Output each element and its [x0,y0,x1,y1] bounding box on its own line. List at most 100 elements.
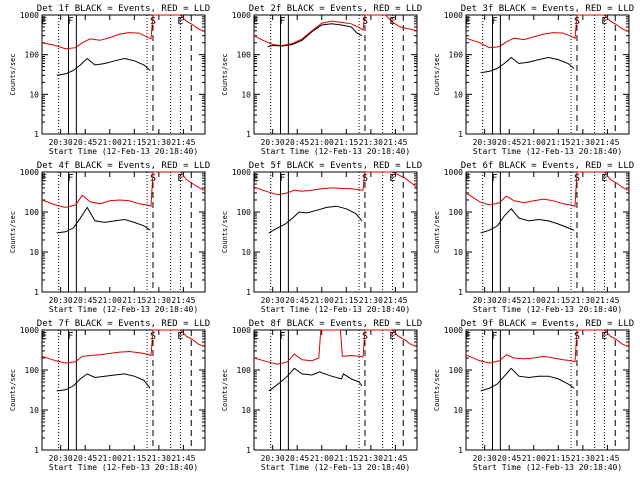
x-tick-label: 21:30 [147,454,171,463]
x-tick-label: 20:30 [473,296,497,305]
x-tick-label: 21:30 [359,454,383,463]
x-tick-label: 21:00 [522,138,546,147]
x-tick-label: 20:30 [261,138,285,147]
y-tick-label: 100 [449,51,464,60]
y-tick-label: 1 [246,446,251,455]
y-tick-label: 10 [241,90,251,99]
y-tick-label: 1 [458,288,463,297]
event-marker: E [601,331,607,342]
lld-series-line [41,14,206,50]
x-tick-label: 20:30 [473,454,497,463]
x-tick-label: 20:45 [73,454,97,463]
event-marker: F [279,16,285,27]
panel-det-1f: Det 1f BLACK = Events, RED = LLD 1 10 100 10… [9,4,210,156]
x-tick-label: 21:00 [522,454,546,463]
plot-frame [41,14,206,135]
event-marker: F [67,173,73,184]
y-tick-label: 100 [25,51,40,60]
x-tick-label: 21:45 [383,138,407,147]
x-tick-label: 21:45 [595,138,619,147]
event-marker: E [601,173,607,184]
events-series-line [56,373,151,392]
x-tick-label: 21:15 [122,454,146,463]
panel-det-6f: Det 6f BLACK = Events, RED = LLD 1 10 100 10… [433,161,634,314]
lld-series-line [41,329,206,364]
event-marker: E [389,16,395,27]
panel-title: Det 6f BLACK = Events, RED = LLD [461,161,634,171]
y-tick-label: 100 [449,208,464,217]
panel-det-7f: Det 7f BLACK = Events, RED = LLD 1 10 100 10… [9,319,210,472]
x-tick-label: 21:45 [383,296,407,305]
events-series-line [267,23,363,48]
event-marker: S [150,16,156,27]
events-series-line [268,367,363,392]
x-tick-label: 20:30 [473,138,497,147]
x-tick-label: 20:30 [49,296,73,305]
event-marker: E [41,16,47,27]
event-marker: E [253,16,259,27]
y-tick-label: 10 [29,248,39,257]
y-tick-label: 1 [246,130,251,139]
x-tick-label: 20:30 [49,138,73,147]
x-tick-label: 21:00 [310,296,334,305]
panel-det-2f: Det 2f BLACK = Events, RED = LLD 1 10 100 10… [221,4,422,156]
x-tick-label: 21:15 [334,454,358,463]
y-tick-label: 1000 [444,168,463,177]
lld-series-line [465,14,630,49]
x-tick-label: 21:30 [147,138,171,147]
plot-frame [253,14,418,135]
y-tick-label: 1000 [444,11,463,20]
panel-det-9f: Det 9f BLACK = Events, RED = LLD 1 10 100 10… [433,319,634,472]
y-tick-label: 100 [449,366,464,375]
x-tick-label: 21:15 [546,454,570,463]
x-tick-label: 20:45 [285,296,309,305]
panel-det-5f: Det 5f BLACK = Events, RED = LLD 1 10 100 10… [221,161,422,314]
plot-frame [465,171,630,293]
y-tick-label: 100 [25,208,40,217]
event-marker: E [465,173,471,184]
x-tick-label: 21:45 [595,296,619,305]
x-tick-label: 21:00 [522,296,546,305]
events-series-line [56,57,151,76]
y-tick-label: 100 [237,51,252,60]
x-tick-label: 21:30 [147,296,171,305]
y-tick-label: 1000 [232,326,251,335]
y-axis-label: Counts/sec [221,53,229,95]
event-marker: E [41,173,47,184]
x-tick-label: 21:15 [546,138,570,147]
x-axis-label: Start Time (12-Feb-13 20:18:40) [49,463,198,472]
panel-title: Det 1f BLACK = Events, RED = LLD [37,4,210,14]
panel-title: Det 9f BLACK = Events, RED = LLD [461,319,634,329]
event-marker: E [177,16,183,27]
x-tick-label: 21:45 [383,454,407,463]
x-tick-label: 21:15 [546,296,570,305]
y-tick-label: 1 [34,446,39,455]
y-tick-label: 10 [241,406,251,415]
event-marker: S [362,16,368,27]
y-tick-label: 1 [458,446,463,455]
x-axis-label: Start Time (12-Feb-13 20:18:40) [473,305,622,314]
y-tick-label: 1000 [232,168,251,177]
x-tick-label: 21:00 [98,138,122,147]
plot-frame [465,14,630,135]
x-tick-label: 20:30 [261,454,285,463]
x-tick-label: 20:45 [73,296,97,305]
lld-series-line [253,14,418,47]
x-tick-label: 21:15 [122,296,146,305]
event-marker: F [67,331,73,342]
panel-det-4f: Det 4f BLACK = Events, RED = LLD 1 10 100 10… [9,161,210,314]
panel-det-3f: Det 3f BLACK = Events, RED = LLD 1 10 100 10… [433,4,634,156]
y-tick-label: 1000 [20,326,39,335]
event-marker: E [41,331,47,342]
y-tick-label: 10 [29,90,39,99]
y-tick-label: 1 [34,288,39,297]
y-tick-label: 1 [458,130,463,139]
x-axis-label: Start Time (12-Feb-13 20:18:40) [261,147,410,156]
event-marker: F [491,331,497,342]
event-marker: E [465,16,471,27]
y-tick-label: 10 [241,248,251,257]
panel-det-8f: Det 8f BLACK = Events, RED = LLD 1 10 100 10… [221,319,422,472]
panel-title: Det 4f BLACK = Events, RED = LLD [37,161,210,171]
x-tick-label: 21:30 [571,454,595,463]
